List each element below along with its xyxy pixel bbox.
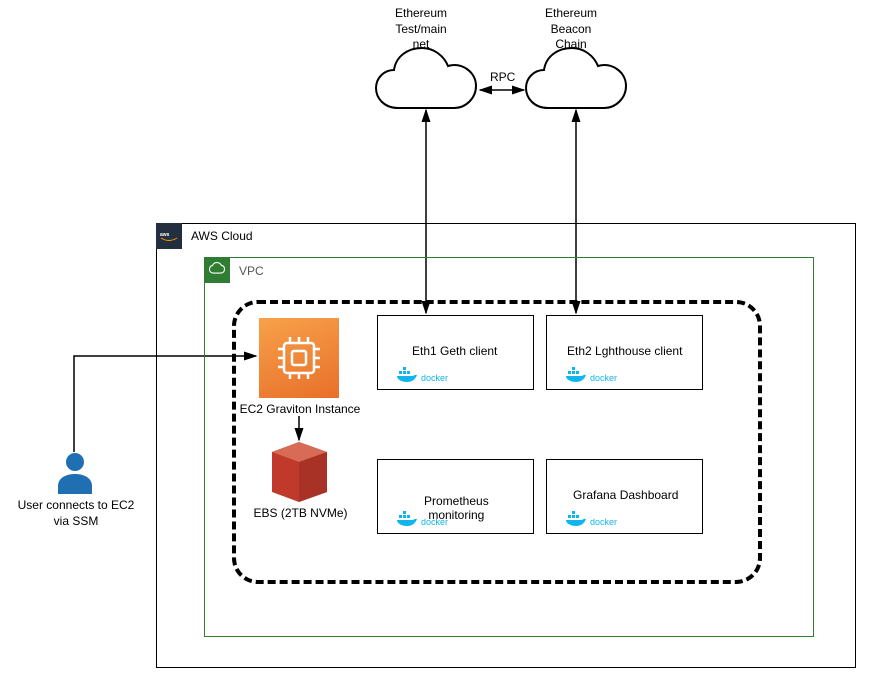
- aws-cloud-label: AWS Cloud: [191, 229, 253, 243]
- cloud-eth-net-icon: [376, 48, 476, 108]
- lighthouse-label: Eth2 Lghthouse client: [567, 344, 682, 358]
- vpc-label: VPC: [239, 264, 264, 278]
- grafana-label: Grafana Dashboard: [573, 488, 678, 502]
- prometheus-box: Prometheus monitoring docker: [377, 459, 534, 534]
- svg-text:aws: aws: [160, 232, 170, 238]
- cloud-beacon-icon: [526, 48, 626, 108]
- ec2-icon: [259, 318, 339, 398]
- user-icon: [56, 452, 94, 499]
- lighthouse-box: Eth2 Lghthouse client docker: [546, 315, 703, 390]
- geth-label: Eth1 Geth client: [412, 344, 497, 358]
- ebs-icon: [272, 442, 327, 502]
- docker-icon: docker: [396, 511, 448, 527]
- docker-icon: docker: [396, 367, 448, 383]
- user-label: User connects to EC2 via SSM: [12, 498, 140, 529]
- docker-icon: docker: [565, 367, 617, 383]
- ec2-label: EC2 Graviton Instance: [235, 402, 365, 418]
- vpc-icon: [204, 257, 230, 283]
- aws-icon: aws: [156, 223, 182, 249]
- grafana-box: Grafana Dashboard docker: [546, 459, 703, 534]
- docker-icon: docker: [565, 511, 617, 527]
- rpc-label: RPC: [490, 70, 515, 86]
- ebs-label: EBS (2TB NVMe): [248, 506, 353, 522]
- geth-box: Eth1 Geth client docker: [377, 315, 534, 390]
- cloud-beacon-label: Ethereum Beacon Chain: [530, 6, 612, 53]
- cloud-eth-net-label: Ethereum Test/main net: [380, 6, 462, 53]
